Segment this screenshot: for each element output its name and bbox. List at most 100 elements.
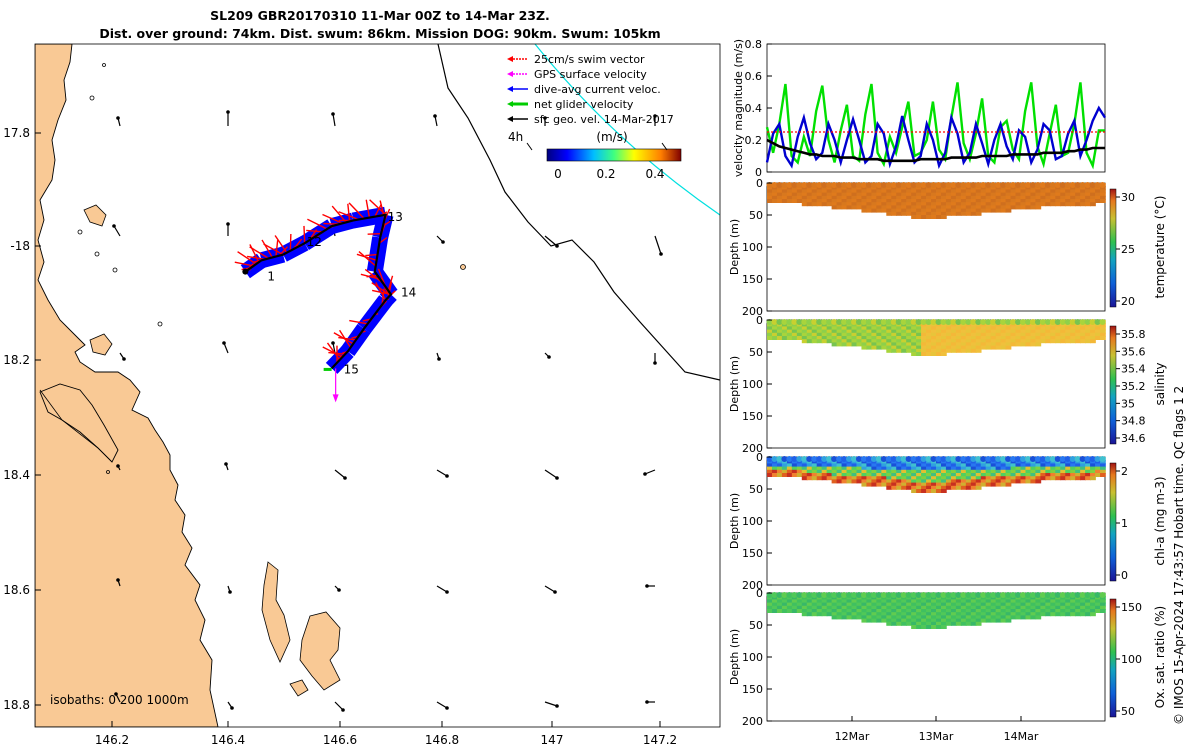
profile-cell bbox=[931, 489, 937, 493]
profile-cell bbox=[856, 202, 863, 207]
profile-cell bbox=[1050, 326, 1057, 331]
profile-cell bbox=[1025, 460, 1032, 465]
profile-cell bbox=[931, 479, 937, 484]
swim-vector bbox=[338, 329, 352, 348]
geo-vector-head bbox=[543, 116, 547, 120]
profile-cell bbox=[806, 339, 813, 344]
profile-cell bbox=[950, 332, 957, 337]
profile-cell bbox=[1020, 609, 1027, 613]
profile-surface-dot bbox=[841, 319, 848, 325]
profile-cell bbox=[975, 476, 982, 481]
profile-cell bbox=[926, 473, 932, 477]
profile-cell bbox=[831, 596, 838, 601]
profile-cell bbox=[1035, 342, 1042, 347]
profile-cell bbox=[911, 625, 917, 629]
profile-cell bbox=[836, 615, 843, 620]
profile-surface-dot bbox=[1024, 319, 1031, 325]
profile-cell bbox=[811, 609, 818, 613]
profile-cell bbox=[886, 615, 893, 620]
profile-cell bbox=[990, 189, 997, 194]
profile-cell bbox=[965, 332, 972, 337]
profile-cell bbox=[906, 466, 912, 471]
profile-cell bbox=[896, 615, 903, 620]
profile-cell bbox=[955, 326, 962, 331]
profile-cell bbox=[985, 336, 992, 340]
profile-cell bbox=[831, 336, 838, 340]
profile-cell bbox=[931, 211, 937, 216]
profile-cell bbox=[1010, 192, 1017, 197]
profile-cell bbox=[767, 473, 773, 477]
profile-cell bbox=[1055, 463, 1062, 468]
profile-cell bbox=[891, 329, 898, 334]
profile-cell bbox=[965, 596, 972, 601]
profile-cell bbox=[796, 192, 803, 197]
profile-cell bbox=[1070, 605, 1076, 610]
profile-cell bbox=[861, 469, 868, 474]
profile-cell bbox=[1095, 469, 1101, 474]
profile-surface-dot bbox=[1069, 592, 1076, 598]
profile-surface-dot bbox=[925, 182, 932, 188]
profile-surface-dot bbox=[980, 456, 987, 462]
profile-cell bbox=[995, 332, 1002, 337]
profile-cell bbox=[1030, 473, 1037, 477]
profile-cell bbox=[990, 476, 997, 481]
profile-cell bbox=[1055, 460, 1062, 465]
profile-cell bbox=[1055, 326, 1062, 331]
profile-cell bbox=[975, 326, 982, 331]
profile-cell bbox=[936, 615, 942, 620]
map-xtick-label: 147.2 bbox=[643, 733, 677, 747]
profile-surface-dot bbox=[1000, 319, 1007, 325]
profile-cell bbox=[806, 473, 813, 477]
profile-cell bbox=[871, 329, 878, 334]
profile-cell bbox=[970, 609, 977, 613]
profile-cell bbox=[1055, 323, 1062, 328]
profile-surface-dot bbox=[935, 182, 942, 188]
profile-surface-dot bbox=[870, 592, 877, 598]
profile-cell bbox=[1080, 202, 1086, 207]
profile-cell bbox=[806, 202, 813, 207]
profile-cell bbox=[936, 202, 942, 207]
profile-cell bbox=[1080, 339, 1086, 344]
profile-cell bbox=[936, 336, 942, 340]
profile-cell bbox=[881, 469, 888, 474]
profile-cell bbox=[940, 336, 947, 340]
profile-cell bbox=[831, 615, 838, 620]
profile-cell bbox=[881, 336, 888, 340]
profile-cell bbox=[866, 463, 873, 468]
profile-cell bbox=[985, 599, 992, 604]
profile-cell bbox=[821, 339, 828, 344]
colorbar-tick-label: 35.4 bbox=[1121, 363, 1146, 376]
profile-cell bbox=[960, 211, 967, 216]
profile-cell bbox=[1065, 466, 1072, 471]
profile-cell bbox=[891, 345, 898, 350]
colorbar-label: salinity bbox=[1153, 362, 1167, 405]
profile-cell bbox=[776, 186, 783, 191]
profile-cell bbox=[960, 615, 967, 620]
profile-cell bbox=[1085, 473, 1091, 477]
profile-cell bbox=[1085, 339, 1091, 344]
profile-cell bbox=[990, 208, 997, 213]
profile-cell bbox=[851, 332, 858, 337]
profile-cell bbox=[801, 332, 808, 337]
profile-cell bbox=[876, 476, 883, 481]
profile-cell bbox=[1025, 596, 1032, 601]
profile-cell bbox=[1010, 342, 1017, 347]
profile-cell bbox=[1085, 602, 1091, 607]
profile-cell bbox=[1005, 189, 1012, 194]
profile-cell bbox=[985, 473, 992, 477]
profile-cell bbox=[975, 195, 982, 200]
profile-cell bbox=[1080, 186, 1086, 191]
profile-surface-dot bbox=[870, 319, 877, 325]
profile-cell bbox=[1100, 329, 1106, 334]
profile-cell bbox=[841, 599, 848, 604]
profile-cell bbox=[975, 332, 982, 337]
profile-surface-dot bbox=[1079, 182, 1086, 188]
profile-cell bbox=[955, 466, 962, 471]
profile-cell bbox=[985, 202, 992, 207]
profile-cell bbox=[990, 192, 997, 197]
geo-vector-head bbox=[643, 472, 647, 476]
profile-cell bbox=[950, 460, 957, 465]
profile-cell bbox=[767, 469, 773, 474]
profile-cell bbox=[921, 202, 927, 207]
profile-cell bbox=[781, 199, 788, 203]
